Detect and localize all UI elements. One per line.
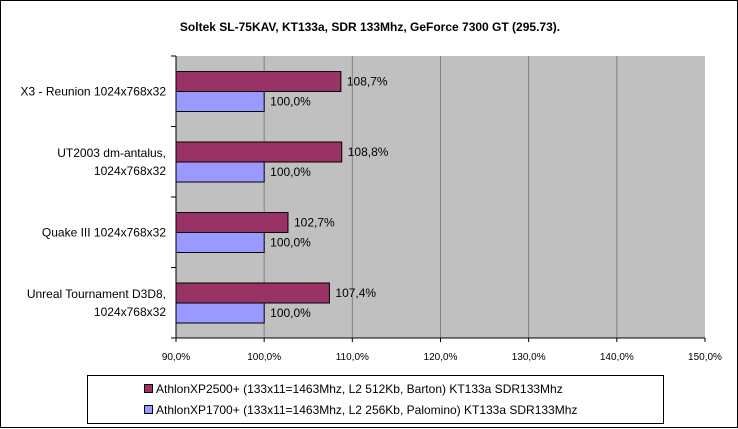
x-tick-label: 100,0%: [247, 352, 281, 363]
x-tick-label: 90,0%: [162, 352, 190, 363]
x-tick-label: 110,0%: [336, 352, 369, 363]
legend-swatch: [144, 384, 153, 393]
legend-label: AthlonXP1700+ (133x11=1463Mhz, L2 256Kb,…: [156, 403, 577, 417]
legend: AthlonXP2500+ (133x11=1463Mhz, L2 512Kb,…: [87, 375, 664, 424]
chart-title: Soltek SL-75KAV, KT133a, SDR 133Mhz, GeF…: [180, 20, 560, 34]
bar-athlonxp1700: [175, 232, 265, 253]
category-label: X3 - Reunion 1024x768x32: [21, 84, 167, 98]
data-label: 100,0%: [270, 306, 311, 320]
bar-athlonxp1700: [175, 302, 265, 324]
data-label: 100,0%: [270, 95, 311, 109]
bar-athlonxp1700: [175, 161, 265, 183]
bar-athlonxp2500: [175, 282, 330, 304]
data-label: 108,8%: [348, 145, 389, 159]
legend-swatch: [144, 405, 153, 414]
x-tick-label: 140,0%: [600, 352, 634, 363]
bar-athlonxp2500: [175, 141, 343, 163]
x-tick-label: 120,0%: [424, 352, 458, 363]
data-label: 107,4%: [335, 286, 376, 300]
plot-area: 90,0% 100,0% 110,0% 120,0% 130,0% 140,0% 150,0…: [21, 55, 722, 363]
legend-label: AthlonXP2500+ (133x11=1463Mhz, L2 512Kb,…: [156, 382, 563, 396]
bar-athlonxp1700: [175, 91, 265, 112]
bar-athlonxp2500: [175, 71, 342, 92]
data-label: 100,0%: [270, 165, 311, 179]
data-label: 100,0%: [270, 236, 311, 250]
data-label: 102,7%: [294, 216, 335, 230]
category-label: Unreal Tournament D3D8, 1024x768x32: [27, 287, 167, 319]
bar-athlonxp2500: [175, 212, 289, 233]
legend-box: [87, 375, 664, 424]
category-label: Quake III 1024x768x32: [42, 225, 166, 239]
data-label: 108,7%: [347, 75, 388, 89]
x-tick-label: 130,0%: [512, 352, 546, 363]
category-label: UT2003 dm-antalus, 1024x768x32: [57, 146, 166, 178]
x-tick-label: 150,0%: [688, 352, 722, 363]
